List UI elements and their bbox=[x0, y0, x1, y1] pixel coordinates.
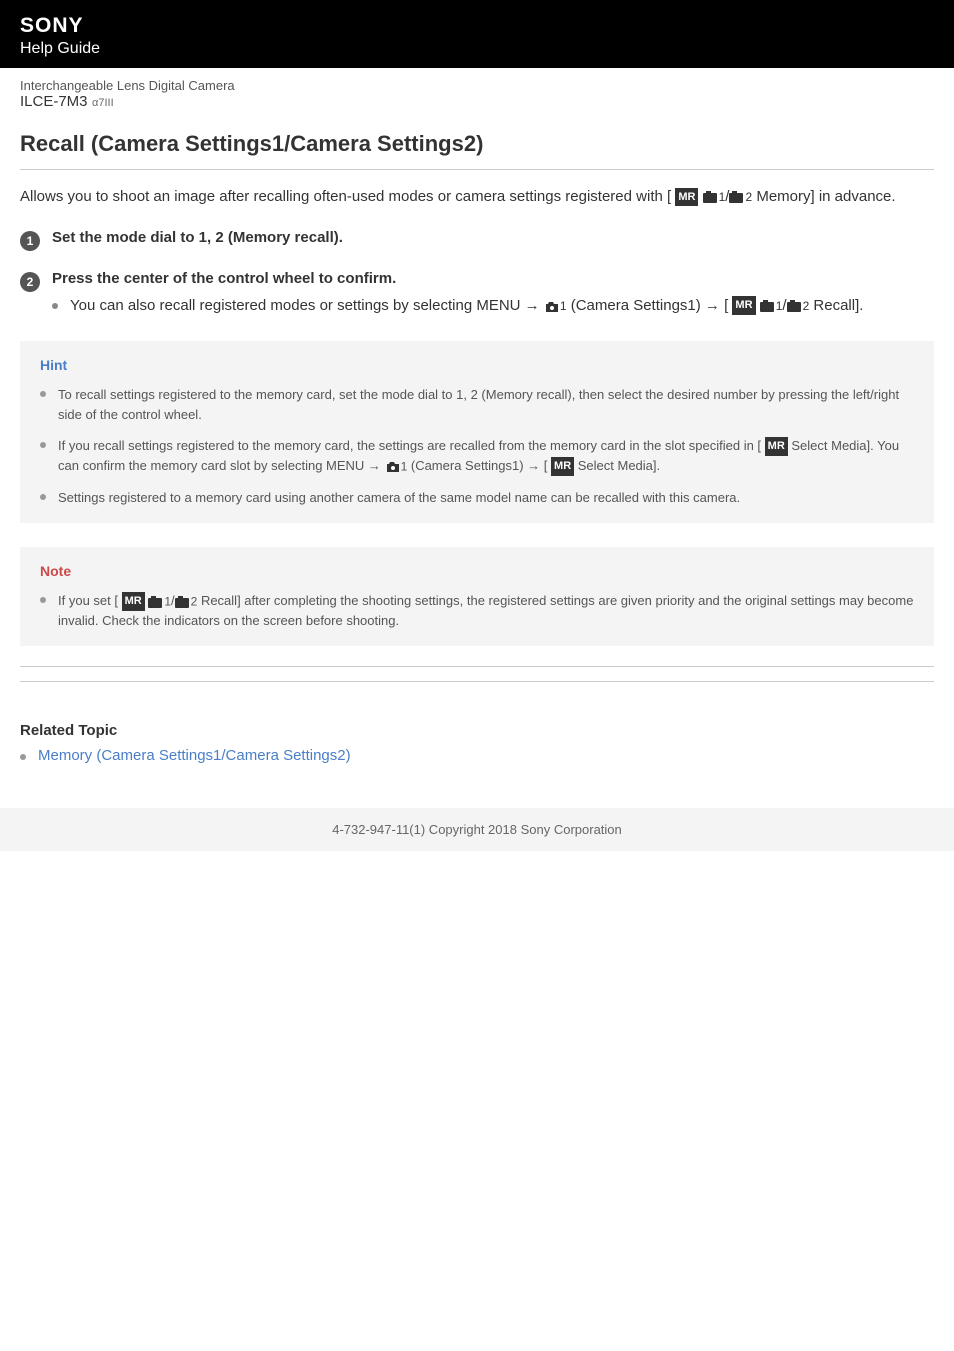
mr-icon: MR bbox=[675, 188, 698, 207]
main-content: Recall (Camera Settings1/Camera Settings… bbox=[0, 115, 954, 722]
mr-icon: MR bbox=[122, 592, 145, 611]
step-1: 1 Set the mode dial to 1, 2 (Memory reca… bbox=[20, 229, 934, 254]
header: SONY Help Guide bbox=[0, 0, 954, 68]
subheader: Interchangeable Lens Digital Camera ILCE… bbox=[0, 68, 954, 115]
footer: 4-732-947-11(1) Copyright 2018 Sony Corp… bbox=[0, 808, 954, 851]
step-number-badge: 1 bbox=[20, 231, 40, 251]
camera-icon bbox=[760, 300, 776, 312]
intro-text: Allows you to shoot an image after recal… bbox=[20, 186, 934, 209]
hint-section: Hint To recall settings registered to th… bbox=[20, 341, 934, 523]
mr-icon: MR bbox=[732, 296, 755, 315]
camera-outline-icon bbox=[544, 300, 560, 312]
mr-icon: MR bbox=[765, 437, 788, 456]
step-bullet: You can also recall registered modes or … bbox=[52, 295, 934, 318]
bullet-text: You can also recall registered modes or … bbox=[70, 297, 544, 314]
intro-part1: Allows you to shoot an image after recal… bbox=[20, 188, 675, 205]
note-text: If you set [ bbox=[58, 593, 122, 608]
divider bbox=[20, 666, 934, 682]
camera-icon bbox=[787, 300, 803, 312]
camera-sub-1: 1 bbox=[560, 299, 567, 313]
hint-list: To recall settings registered to the mem… bbox=[40, 385, 914, 507]
note-label: Note bbox=[40, 563, 914, 579]
step-2: 2 Press the center of the control wheel … bbox=[20, 270, 934, 318]
model-name: α7III bbox=[92, 97, 114, 109]
related-link[interactable]: Memory (Camera Settings1/Camera Settings… bbox=[38, 747, 351, 764]
camera-icon bbox=[175, 596, 191, 608]
note-list: If you set [ MR 1/2 Recall] after comple… bbox=[40, 591, 914, 630]
model-number: ILCE-7M3 bbox=[20, 93, 88, 110]
help-guide-label: Help Guide bbox=[20, 40, 934, 58]
mr-icon: MR bbox=[551, 457, 574, 476]
note-section: Note If you set [ MR 1/2 Recall] after c… bbox=[20, 547, 934, 646]
step-title: Set the mode dial to 1, 2 (Memory recall… bbox=[52, 229, 934, 246]
bullet-text: Recall]. bbox=[809, 297, 863, 314]
camera-outline-icon bbox=[385, 460, 401, 472]
related-list: Memory (Camera Settings1/Camera Settings… bbox=[20, 747, 934, 764]
related-topic-section: Related Topic Memory (Camera Settings1/C… bbox=[0, 722, 954, 784]
step-content: Press the center of the control wheel to… bbox=[52, 270, 934, 318]
related-item: Memory (Camera Settings1/Camera Settings… bbox=[20, 747, 934, 764]
camera-type: Interchangeable Lens Digital Camera bbox=[20, 78, 934, 93]
model-line: ILCE-7M3 α7III bbox=[20, 93, 934, 111]
hint-item: Settings registered to a memory card usi… bbox=[40, 488, 914, 508]
step-content: Set the mode dial to 1, 2 (Memory recall… bbox=[52, 229, 934, 254]
camera-sub-1: 1 bbox=[719, 190, 726, 204]
hint-text: (Camera Settings1) → [ bbox=[407, 458, 551, 473]
related-topic-title: Related Topic bbox=[20, 722, 934, 739]
camera-icon bbox=[703, 191, 719, 203]
step-number-badge: 2 bbox=[20, 272, 40, 292]
hint-text: Select Media]. bbox=[574, 458, 660, 473]
step-title: Press the center of the control wheel to… bbox=[52, 270, 934, 287]
camera-sub-1: 1 bbox=[776, 299, 783, 313]
camera-sub-1: 1 bbox=[164, 595, 171, 609]
camera-icon bbox=[148, 596, 164, 608]
hint-label: Hint bbox=[40, 357, 914, 373]
hint-item: If you recall settings registered to the… bbox=[40, 436, 914, 476]
hint-text: If you recall settings registered to the… bbox=[58, 438, 765, 453]
hint-item: To recall settings registered to the mem… bbox=[40, 385, 914, 424]
note-item: If you set [ MR 1/2 Recall] after comple… bbox=[40, 591, 914, 630]
page-title: Recall (Camera Settings1/Camera Settings… bbox=[20, 131, 934, 170]
brand-logo: SONY bbox=[20, 14, 934, 38]
intro-part2: Memory] in advance. bbox=[752, 188, 895, 205]
camera-icon bbox=[729, 191, 745, 203]
bullet-text: (Camera Settings1) → [ bbox=[567, 297, 733, 314]
